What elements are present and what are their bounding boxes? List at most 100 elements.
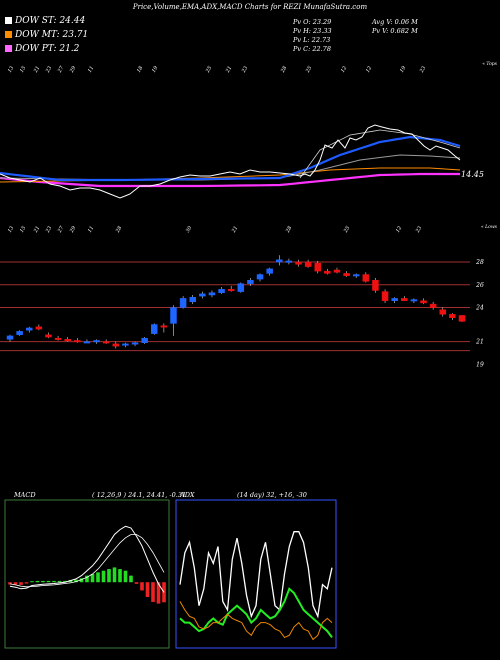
stat-pv-low: Pv L: 22.73 xyxy=(293,36,331,44)
macd-hist-bar xyxy=(101,570,106,583)
price-y-tick: 24 xyxy=(475,305,484,312)
candle-body xyxy=(276,259,283,263)
ema-bottom-date-label: 23 xyxy=(414,225,423,234)
ema-bottom-date-label: 12 xyxy=(395,225,403,234)
stat-pv-open: Pv O: 23.29 xyxy=(293,18,332,26)
macd-params: ( 12,26,9 ) 24.1, 24.41, -0.31 xyxy=(92,491,187,499)
candle-body xyxy=(45,334,52,338)
macd-hist-bar xyxy=(74,579,78,583)
candle-body xyxy=(314,262,321,272)
legend-swatch-orange xyxy=(5,31,12,38)
macd-frame xyxy=(4,499,170,649)
macd-hist-bar xyxy=(156,582,161,604)
candle-body xyxy=(112,343,120,347)
candle-body xyxy=(16,331,23,336)
ema-long-line xyxy=(0,172,460,188)
candle-body xyxy=(372,279,379,291)
ema-bottom-date-label: 11 xyxy=(87,225,95,234)
ema-top-date-label: 15 xyxy=(19,65,27,74)
macd-hist-bar xyxy=(13,582,18,585)
candle-body xyxy=(304,261,312,267)
ema-bottom-tag: « Lows xyxy=(481,224,498,230)
candle-body xyxy=(74,340,81,343)
candle-body xyxy=(179,298,187,308)
macd-hist-bar xyxy=(145,582,150,598)
ema-bottom-date-label: 27 xyxy=(56,225,65,235)
macd-hist-bar xyxy=(24,582,29,584)
ema-top-date-label: 28 xyxy=(279,65,288,74)
candle-body xyxy=(227,289,235,292)
ema-bottom-date-label: 30 xyxy=(185,225,194,234)
macd-hist-bar xyxy=(46,580,51,583)
legend-dow-pt: DOW PT: 21.2 xyxy=(5,44,79,54)
candle-body xyxy=(131,342,139,345)
candle-body xyxy=(170,307,177,324)
candle-body xyxy=(285,260,293,263)
macd-header: MACD xyxy=(14,491,36,499)
candle-body xyxy=(381,291,389,301)
chart-title: Price,Volume,EMA,ADX,MACD Charts for REZ… xyxy=(132,3,368,11)
legend-swatch-magenta xyxy=(5,45,12,52)
candle-body xyxy=(352,274,360,277)
macd-hist-bar xyxy=(107,569,111,583)
ema-price-line xyxy=(0,124,461,199)
candle-body xyxy=(362,274,370,282)
ema-bottom-date-label: 29 xyxy=(68,225,77,235)
ema-top-date-label: 21 xyxy=(224,65,233,74)
ema-top-date-label: 12 xyxy=(365,65,373,74)
macd-hist-bar xyxy=(52,580,56,583)
candle-body xyxy=(420,300,427,304)
candle-body xyxy=(122,343,129,346)
ema-top-date-label: 18 xyxy=(136,65,144,74)
ema-top-date-label: 27 xyxy=(56,65,65,75)
adx-frame xyxy=(175,499,337,649)
candle-body xyxy=(218,289,225,293)
candle-body xyxy=(151,324,158,334)
candle-body xyxy=(247,279,254,284)
macd-hist-bar xyxy=(151,582,155,602)
ema-top-tag: « Tops xyxy=(482,61,497,67)
ema-top-date-label: 25 xyxy=(304,65,313,74)
legend-label: DOW PT: 21.2 xyxy=(15,44,80,54)
candle-body xyxy=(93,340,100,343)
ema-light-line xyxy=(299,129,461,179)
candle-body xyxy=(199,293,206,297)
candle-body xyxy=(410,299,418,302)
adx-header: ADX xyxy=(180,491,195,499)
ema-bottom-date-label: 25 xyxy=(342,225,351,234)
ema-top-date-label: 19 xyxy=(151,65,160,74)
minus-di-line xyxy=(179,601,333,641)
macd-hist-bar xyxy=(85,575,89,583)
candle-body xyxy=(25,327,33,331)
ema-top-date-label: 23 xyxy=(44,65,53,74)
macd-hist-bar xyxy=(140,582,144,591)
ema-bottom-date-label: 21 xyxy=(230,225,239,234)
candle-body xyxy=(333,269,341,273)
ema-top-date-label: 21 xyxy=(32,65,41,74)
candle-body xyxy=(208,292,216,296)
candle-body xyxy=(324,270,331,274)
ema-bottom-date-label: 13 xyxy=(7,225,15,234)
candle-body xyxy=(6,335,14,340)
macd-hist-bar xyxy=(19,582,23,585)
candle-body xyxy=(35,326,43,330)
price-y-tick: 21 xyxy=(475,339,484,346)
ema-bottom-date-label: 28 xyxy=(284,225,293,234)
candle-body xyxy=(64,339,71,342)
ema-last-value: 14.45 xyxy=(461,170,484,179)
candle-body xyxy=(439,309,447,315)
ema-top-date-label: 23 xyxy=(418,65,427,74)
ema-bottom-date-label: 21 xyxy=(32,225,41,234)
macd-hist-bar xyxy=(112,567,117,583)
candle-body xyxy=(237,283,245,292)
legend-label: DOW ST: 24.44 xyxy=(15,16,86,26)
candle-body xyxy=(391,298,398,301)
adx-line xyxy=(179,531,333,619)
legend-dow-mt: DOW MT: 23.71 xyxy=(5,30,88,40)
macd-hist-bar xyxy=(96,572,100,583)
candle-body xyxy=(295,261,302,265)
macd-hist-bar xyxy=(123,570,128,583)
candle-body xyxy=(458,315,466,322)
ema-top-date-label: 12 xyxy=(340,65,348,74)
